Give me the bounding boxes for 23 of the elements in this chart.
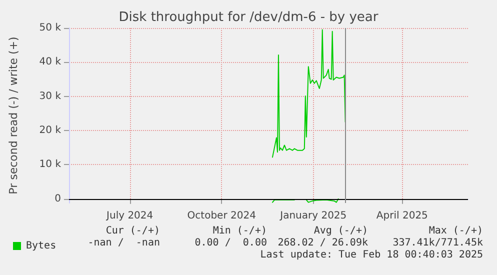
x-tick-label: January 2025	[279, 210, 347, 222]
x-tick-label: October 2024	[187, 210, 256, 222]
line-series	[272, 29, 346, 158]
text: Avg (-/+)	[314, 226, 368, 236]
chart-title: Disk throughput for /dev/dm-6 - by year	[118, 10, 379, 25]
y-tick-label: 0	[54, 193, 61, 204]
x-tick-label: April 2025	[376, 210, 428, 222]
legend-label: Bytes	[26, 240, 56, 252]
text: 337.41k/771.45k	[392, 238, 483, 248]
y-tick-label: 10 k	[39, 159, 62, 170]
text: Max (-/+)	[428, 226, 483, 236]
text: Cur (-/+)	[106, 226, 160, 236]
y-tick-label: 20 k	[39, 125, 62, 136]
y-tick-label: 30 k	[39, 90, 62, 102]
x-tick-label: July 2024	[106, 210, 154, 222]
y-axis-title: Pr second read (-) / write (+)	[7, 36, 20, 194]
text: 268.02 / 26.09k	[278, 238, 368, 248]
y-tick-label: 50 k	[39, 22, 62, 34]
text: 0.00 / 0.00	[194, 238, 267, 248]
text: Last update: Tue Feb 18 00:40:03 2025	[260, 250, 484, 260]
text: Min (-/+)	[212, 226, 267, 236]
y-tick-label: 40 k	[39, 56, 62, 68]
text: -nan / -nan	[88, 238, 160, 248]
